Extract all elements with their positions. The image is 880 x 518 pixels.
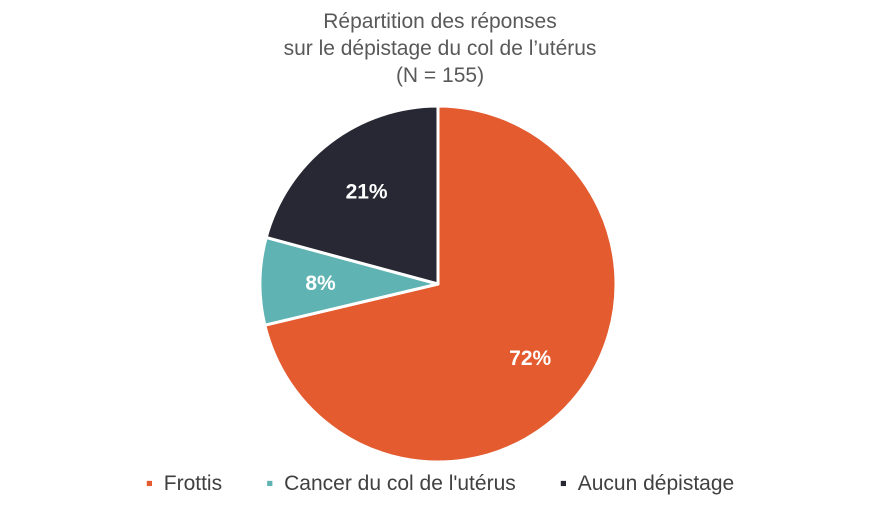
legend-label-frottis: Frottis (164, 472, 222, 495)
chart-legend: ▪ Frottis ▪ Cancer du col de l'utérus ▪ Aucun… (146, 472, 734, 495)
legend-label-aucun-depistage: Aucun dépistage (578, 472, 734, 495)
pie-slice-aucun-depistage (264, 104, 440, 286)
legend-label-cancer-du-col-de-l-uterus: Cancer du col de l'utérus (284, 472, 516, 495)
pie-slices (258, 104, 618, 464)
legend-item-aucun-depistage: ▪ Aucun dépistage (560, 472, 734, 495)
legend-marker-aucun-depistage: ▪ (560, 472, 567, 495)
legend-marker-frottis: ▪ (146, 472, 153, 495)
legend-item-frottis: ▪ Frottis (146, 472, 222, 495)
chart-title-line-1: Répartition des réponses (323, 10, 556, 33)
legend-marker-cancer-du-col-de-l-uterus: ▪ (266, 472, 273, 495)
data-label-aucun-depistage: 21% (346, 181, 388, 204)
pie-data-labels: 72% 8% 21% (305, 181, 551, 370)
pie-slice-frottis (263, 104, 618, 464)
chart-title-line-3: (N = 155) (396, 64, 484, 87)
chart-title: Répartition des réponses sur le dépistag… (284, 10, 597, 87)
data-label-cancer-du-col-de-l-uterus: 8% (305, 272, 336, 295)
chart-title-line-2: sur le dépistage du col de l’utérus (284, 37, 597, 60)
legend-item-cancer-du-col-de-l-uterus: ▪ Cancer du col de l'utérus (266, 472, 516, 495)
data-label-frottis: 72% (509, 347, 551, 370)
